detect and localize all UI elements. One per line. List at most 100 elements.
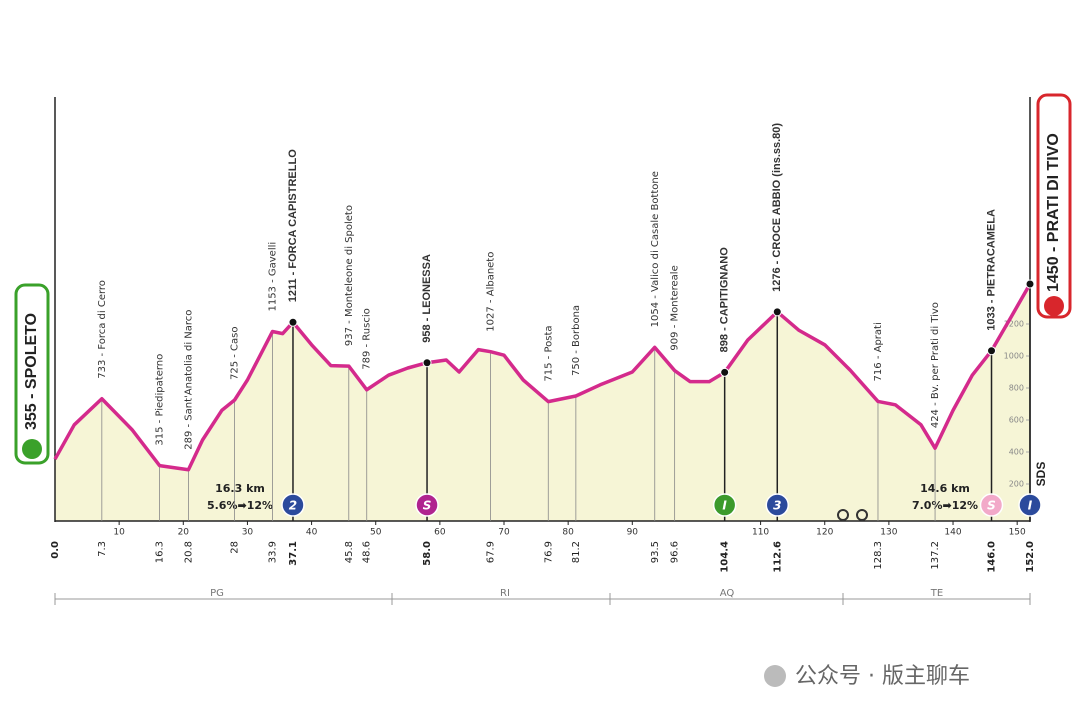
waypoint-name: 937 - Monteleone di Spoleto	[344, 205, 355, 346]
waypoint-name: 733 - Forca di Cerro	[97, 280, 108, 379]
badge	[712, 493, 737, 517]
x-tick-label: 40	[306, 528, 318, 538]
finish-icon	[1044, 296, 1064, 316]
x-tick-label: 20	[178, 528, 190, 538]
region-label: RI	[500, 588, 510, 599]
finish-label: 1450 - PRATI DI TIVO	[1045, 133, 1062, 292]
waypoint-name: 750 - Borbona	[571, 305, 582, 376]
waypoint-km: 81.2	[571, 541, 582, 563]
x-tick-label: 30	[242, 528, 254, 538]
waypoint-dot	[1025, 279, 1035, 289]
finish-box	[1036, 93, 1072, 319]
waypoint-name: 1027 - Albaneto	[486, 252, 497, 332]
sponsor: SDS	[1034, 462, 1048, 487]
climb-distance: 14.6 km	[920, 482, 970, 495]
waypoint-dot	[288, 317, 298, 327]
start-icon	[22, 439, 42, 459]
x-tick-label: 50	[370, 528, 382, 538]
start-box	[14, 283, 50, 465]
waypoint-km: 33.9	[267, 541, 278, 563]
region-label: AQ	[720, 588, 735, 599]
y-tick-label: 600	[1009, 416, 1024, 425]
tunnel-icon	[856, 509, 868, 521]
waypoint-km: 104.4	[720, 541, 731, 573]
waypoint-km: 93.5	[650, 541, 661, 563]
badge-label: 3	[773, 499, 781, 513]
waypoint-name: 1276 - CROCE ABBIO (ins.ss.80)	[771, 123, 783, 292]
waypoint-km: 28	[230, 541, 241, 554]
y-tick-label: 1200	[1004, 320, 1024, 329]
waypoint-km: 58.0	[422, 541, 433, 566]
waypoint-km: 7.3	[97, 541, 108, 557]
x-tick-label: 10	[113, 528, 125, 538]
region-gap	[203, 586, 231, 598]
waypoint-dot	[422, 358, 432, 368]
y-tick-label: 1000	[1004, 352, 1024, 361]
waypoint-km: 137.2	[930, 541, 941, 570]
waypoint-name: 909 - Montereale	[670, 265, 681, 350]
region-label: TE	[930, 588, 943, 599]
badge-label: I	[722, 499, 727, 513]
waypoint-dot	[720, 367, 730, 377]
waypoint-km: 152.0	[1025, 541, 1036, 573]
waypoint-dot	[987, 346, 997, 356]
x-tick-label: 80	[562, 528, 574, 538]
waypoint-km: 76.9	[543, 541, 554, 563]
start-label: 355 - SPOLETO	[23, 313, 40, 430]
waypoint-km: 96.6	[670, 541, 681, 563]
waypoint-km: 16.3	[155, 541, 166, 563]
badge	[1018, 493, 1042, 517]
waypoint-km: 45.8	[344, 541, 355, 563]
badge	[281, 493, 305, 517]
waypoint-km: 48.6	[362, 541, 373, 563]
tunnel-icon	[837, 509, 849, 521]
watermark-icon	[764, 665, 786, 687]
profile-area	[55, 284, 1030, 521]
x-tick-label: 70	[498, 528, 510, 538]
badge	[765, 493, 790, 517]
x-tick-label: 90	[627, 528, 639, 538]
waypoint-km: 67.9	[486, 541, 497, 563]
waypoint-km: 37.1	[288, 541, 299, 566]
climb-gradient: 7.0%➡12%	[912, 499, 978, 512]
x-tick-label: 140	[944, 528, 961, 538]
waypoint-km: 146.0	[987, 541, 998, 573]
waypoint-name: 424 - Bv. per Prati di Tivo	[930, 302, 941, 428]
waypoint-km: 112.6	[772, 541, 783, 573]
y-tick-label: 400	[1009, 448, 1024, 457]
watermark: 公众号 · 版主聊车	[795, 664, 970, 689]
waypoint-name: 715 - Posta	[543, 325, 554, 381]
waypoint-name: 716 - Aprati	[873, 322, 884, 381]
waypoint-name: 1211 - FORCA CAPISTRELLO	[287, 149, 299, 302]
x-tick-label: 130	[880, 528, 897, 538]
region-label: PG	[210, 588, 224, 599]
badge-label: I	[1028, 499, 1033, 513]
x-tick-label: 60	[434, 528, 446, 538]
y-tick-label: 800	[1009, 384, 1024, 393]
waypoint-name: 958 - LEONESSA	[421, 254, 433, 343]
climb-distance: 16.3 km	[215, 482, 265, 495]
waypoint-km: 0.0	[50, 541, 61, 559]
badge-label: S	[987, 499, 996, 513]
waypoint-name: 1153 - Gavelli	[267, 242, 278, 312]
waypoint-name: 789 - Ruscio	[362, 308, 373, 370]
badge	[979, 493, 1004, 517]
climb-gradient: 5.6%➡12%	[207, 499, 273, 512]
waypoint-name: 1033 - PIETRACAMELA	[985, 209, 997, 331]
waypoint-name: 898 - CAPITIGNANO	[719, 247, 731, 353]
badge-label: S	[423, 499, 432, 513]
waypoint-km: 20.8	[183, 541, 194, 563]
badge	[415, 493, 439, 517]
waypoint-name: 1054 - Valico di Casale Bottone	[650, 171, 661, 327]
waypoint-name: 725 - Caso	[230, 327, 241, 381]
waypoint-dot	[772, 307, 782, 317]
badge-label: 2	[289, 499, 297, 513]
y-tick-label: 200	[1009, 480, 1024, 489]
waypoint-name: 289 - Sant'Anatolia di Narco	[183, 310, 194, 450]
waypoint-name: 315 - Piedipaterno	[155, 354, 166, 446]
x-tick-label: 120	[816, 528, 833, 538]
x-tick-label: 150	[1009, 528, 1026, 538]
profile-line	[53, 283, 1032, 472]
waypoint-km: 128.3	[873, 541, 884, 570]
